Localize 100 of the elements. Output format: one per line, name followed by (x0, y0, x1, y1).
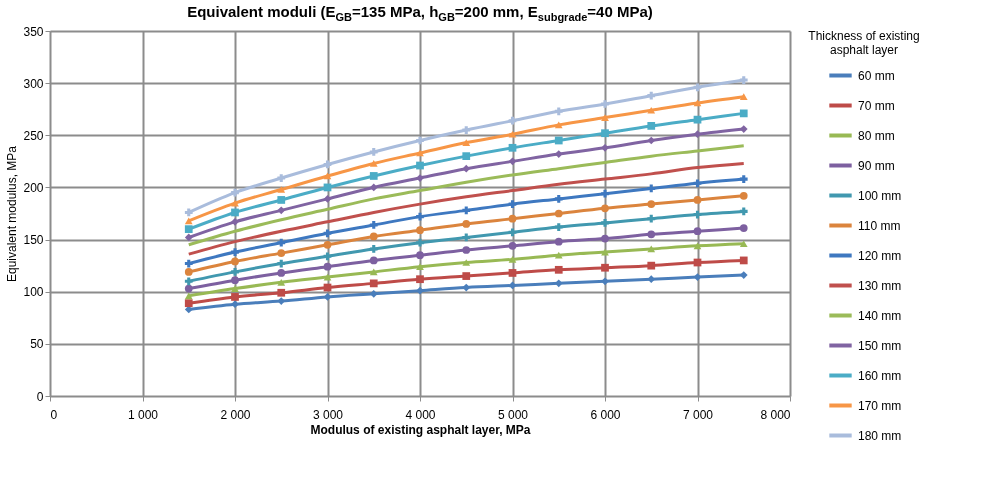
point (601, 189, 609, 198)
point (601, 143, 609, 152)
point (231, 293, 239, 301)
point (277, 249, 286, 257)
legend-label: 150 mm (858, 338, 902, 353)
point (508, 130, 517, 138)
point (462, 206, 471, 215)
x-tick-label: 1 000 (127, 407, 159, 422)
point (508, 228, 517, 237)
point (231, 285, 239, 292)
point (184, 268, 193, 276)
point (462, 259, 471, 266)
point (323, 229, 332, 238)
y-tick-label: 250 (23, 128, 44, 143)
point (184, 225, 193, 234)
point (693, 227, 702, 236)
point (416, 212, 424, 221)
y-tick-label: 150 (23, 233, 44, 248)
point (277, 186, 286, 193)
point (277, 174, 286, 182)
point (184, 299, 193, 308)
x-tick-label: 5 000 (497, 407, 529, 422)
point (416, 275, 424, 284)
point (601, 263, 609, 272)
legend-label: 60 mm (858, 68, 895, 83)
point (416, 251, 424, 260)
point (693, 196, 702, 204)
point (554, 107, 563, 116)
legend-title: Thickness of existing asphalt layer (808, 29, 920, 57)
point (416, 263, 424, 271)
point (601, 277, 609, 286)
point (184, 292, 193, 300)
point (231, 276, 239, 285)
point (369, 221, 378, 229)
point (693, 273, 702, 281)
legend-label: 130 mm (858, 278, 902, 293)
point (369, 232, 378, 241)
point (508, 269, 517, 277)
y-tick-label: 200 (23, 180, 44, 195)
point (184, 277, 193, 286)
point (184, 259, 193, 268)
point (647, 106, 656, 114)
legend-label: 80 mm (858, 128, 895, 143)
point (369, 183, 378, 192)
point (647, 200, 656, 208)
point (601, 129, 609, 138)
x-tick-label: 6 000 (590, 407, 621, 422)
point (739, 93, 748, 101)
point (369, 268, 378, 276)
point (647, 136, 656, 145)
point (462, 283, 471, 292)
point (184, 233, 193, 242)
point (554, 251, 563, 259)
point (739, 175, 748, 183)
x-tick-label: 0 (50, 407, 58, 422)
y-tick-label: 50 (30, 337, 44, 352)
point (647, 261, 656, 270)
point (508, 200, 517, 208)
legend-label: 180 mm (858, 428, 902, 443)
point (369, 148, 378, 156)
x-tick-label: 4 000 (405, 407, 436, 422)
point (231, 208, 239, 217)
x-tick-label: 2 000 (220, 407, 251, 422)
point (323, 172, 332, 180)
point (323, 252, 332, 261)
point (231, 248, 239, 256)
point (554, 223, 563, 231)
point (554, 209, 563, 218)
point (647, 91, 656, 100)
point (462, 233, 471, 242)
point (184, 208, 193, 217)
point (508, 143, 517, 152)
point (323, 293, 332, 301)
point (416, 136, 424, 145)
point (508, 214, 517, 223)
point (231, 257, 239, 266)
point (416, 238, 424, 247)
point (554, 121, 563, 129)
point (647, 230, 656, 239)
point (369, 160, 378, 167)
point (323, 240, 332, 249)
point (462, 152, 471, 161)
point (462, 139, 471, 146)
legend-label: 70 mm (858, 98, 895, 113)
point (739, 109, 748, 118)
line-series (187, 144, 746, 247)
x-tick-label: 8 000 (760, 407, 791, 422)
point (462, 126, 471, 134)
point (369, 279, 378, 288)
point (601, 219, 609, 227)
point (369, 245, 378, 253)
point (693, 83, 702, 92)
point (369, 172, 378, 180)
x-axis-title: Modulus of existing asphalt layer, MPa (310, 422, 531, 437)
point (739, 191, 748, 200)
point (416, 161, 424, 170)
y-tick-label: 300 (23, 76, 44, 91)
point (277, 269, 286, 277)
point (462, 164, 471, 173)
point (554, 195, 563, 203)
